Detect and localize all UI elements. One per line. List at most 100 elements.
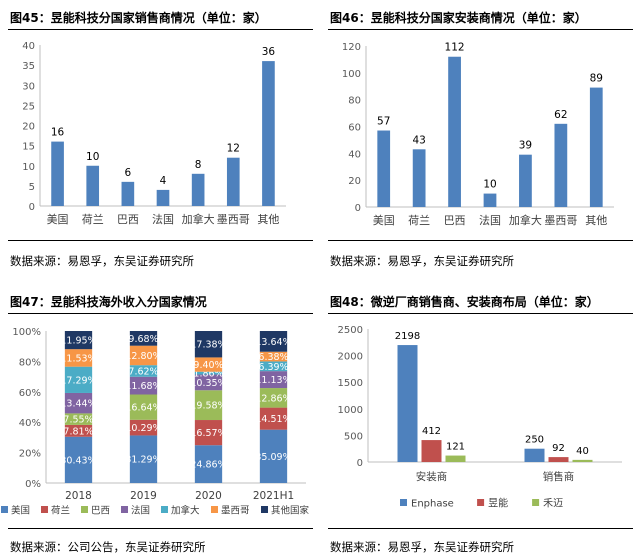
figure-46-title-rule: [328, 29, 633, 30]
y-tick-label: 100: [342, 69, 361, 80]
y-tick-label: 20: [348, 176, 361, 187]
data-label: 12: [227, 143, 240, 155]
y-tick-label: 1500: [338, 378, 363, 389]
figure-48-bottom-rule: [328, 528, 633, 529]
data-label: 6: [125, 167, 132, 179]
stacked-segment: [64, 366, 93, 393]
y-tick-label: 20: [22, 122, 35, 133]
y-tick-label: 0%: [25, 479, 41, 490]
segment-label: 12.80%: [125, 351, 161, 362]
figure-48-title-rule: [328, 313, 633, 314]
data-label: 57: [377, 116, 390, 128]
x-tick-label: 荷兰: [408, 214, 430, 227]
stacked-segment: [259, 407, 288, 430]
stacked-segment: [259, 429, 288, 483]
legend-label: 荷兰: [51, 505, 70, 517]
segment-label: 30.43%: [60, 455, 96, 466]
legend-swatch: [261, 506, 268, 513]
stacked-segment: [129, 345, 158, 366]
data-label: 10: [86, 151, 99, 163]
x-tick-label: 其他: [585, 214, 607, 227]
x-tick-label: 其他: [257, 213, 279, 226]
data-label: 121: [446, 442, 465, 453]
segment-label: 10.35%: [190, 378, 226, 389]
legend-swatch: [477, 499, 485, 506]
figure-45-title: 图45：昱能科技分国家销售商情况（单位：家）: [10, 11, 267, 25]
bar: [554, 123, 568, 207]
bar: [519, 154, 532, 207]
data-label: 8: [195, 159, 202, 171]
legend-label: 昱能: [488, 497, 508, 510]
data-label: 412: [422, 426, 441, 437]
segment-label: 31.29%: [125, 455, 161, 466]
y-tick-label: 40%: [19, 418, 41, 429]
segment-label: 17.29%: [60, 375, 96, 386]
stacked-segment: [194, 445, 223, 483]
y-tick-label: 60: [348, 123, 361, 134]
segment-label: 1.86%: [193, 369, 223, 380]
legend-swatch: [161, 506, 168, 513]
segment-label: 11.13%: [255, 375, 291, 386]
stacked-segment: [259, 351, 288, 362]
y-tick-label: 40: [348, 149, 361, 160]
stacked-segment: [259, 388, 288, 408]
x-tick-label: 法国: [479, 213, 501, 227]
y-tick-label: 2000: [338, 352, 363, 363]
segment-label: 13.64%: [255, 337, 291, 348]
segment-label: 11.53%: [60, 353, 96, 364]
data-label: 16: [51, 127, 65, 139]
data-label: 62: [554, 109, 567, 121]
figure-46-title: 图46：昱能科技分国家安装商情况（单位：家）: [330, 11, 587, 25]
legend-swatch: [400, 499, 407, 506]
figure-46-bottom-rule: [328, 240, 633, 241]
figure-45-source: 数据来源：易恩孚，东吴证券研究所: [10, 254, 194, 268]
figure-48-source: 数据来源：易恩孚，东吴证券研究所: [330, 540, 514, 554]
stacked-segment: [64, 349, 93, 367]
bar: [262, 61, 275, 206]
segment-label: 11.95%: [60, 336, 96, 347]
stacked-segment: [194, 374, 223, 391]
segment-label: 14.51%: [255, 414, 291, 425]
figure-47-bottom-rule: [8, 528, 313, 529]
bar: [191, 173, 205, 206]
legend-label: Enphase: [411, 499, 454, 510]
x-tick-label: 2021H1: [253, 490, 294, 502]
y-tick-label: 35: [22, 61, 35, 72]
legend-label: 禾迈: [543, 498, 563, 510]
y-tick-label: 80%: [19, 357, 41, 368]
bar: [421, 440, 442, 462]
segment-label: 10.29%: [125, 423, 161, 434]
stacked-segment: [259, 371, 288, 389]
y-tick-label: 20%: [19, 449, 41, 460]
legend-label: 墨西哥: [221, 506, 250, 517]
data-label: 4: [160, 175, 167, 187]
legend-swatch: [41, 506, 48, 513]
stacked-segment: [64, 424, 93, 437]
x-tick-label: 2019: [130, 490, 157, 502]
y-tick-label: 15: [22, 142, 35, 153]
stacked-segment: [129, 394, 158, 420]
figure-46-source: 数据来源：易恩孚，东吴证券研究所: [330, 254, 514, 268]
y-tick-label: 25: [22, 101, 35, 112]
data-label: 112: [445, 42, 465, 54]
y-tick-label: 100%: [12, 327, 41, 338]
data-label: 2198: [395, 331, 420, 342]
stacked-segment: [259, 331, 288, 352]
legend-label: 加拿大: [171, 505, 200, 517]
y-tick-label: 10: [22, 162, 35, 173]
segment-label: 9.40%: [193, 360, 223, 371]
x-tick-label: 巴西: [117, 213, 139, 226]
stacked-segment: [194, 357, 223, 372]
stacked-segment: [259, 361, 288, 372]
bar: [524, 448, 545, 462]
segment-label: 7.55%: [63, 415, 93, 426]
x-tick-label: 墨西哥: [217, 213, 250, 226]
bar: [121, 181, 135, 206]
y-tick-label: 5: [29, 182, 35, 193]
x-tick-label: 加拿大: [509, 213, 542, 227]
y-tick-label: 80: [348, 96, 361, 107]
y-tick-label: 0: [355, 203, 361, 214]
segment-label: 17.38%: [190, 340, 226, 351]
bar: [548, 457, 569, 462]
stacked-segment: [64, 436, 93, 483]
